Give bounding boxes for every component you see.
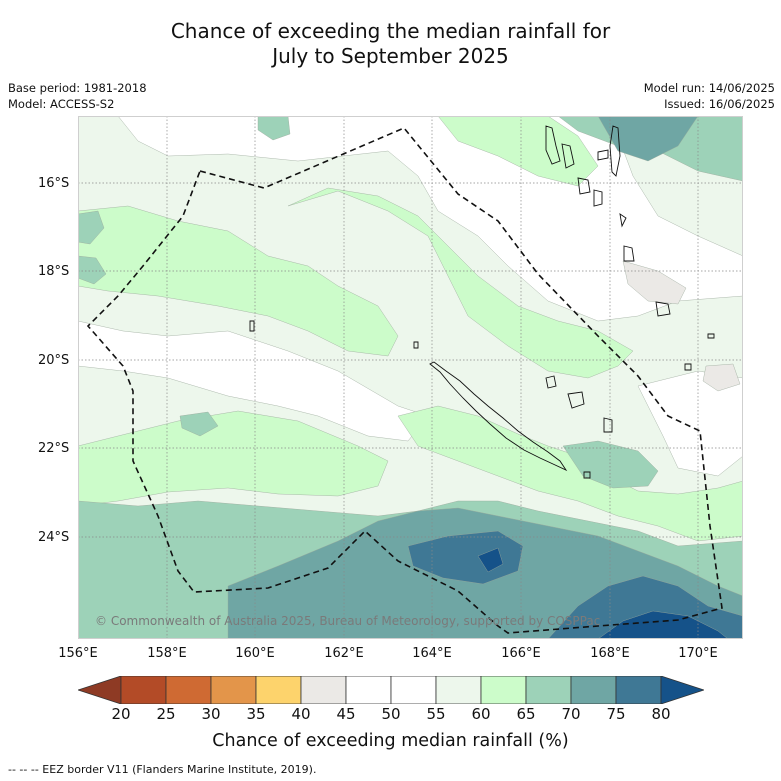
- colorbar-tick-label: 40: [291, 705, 311, 723]
- colorbar-tick-label: 55: [426, 705, 446, 723]
- zone-45-small: [702, 363, 741, 392]
- lat-label: 22°S: [38, 441, 70, 456]
- colorbar-tick-label: 80: [651, 705, 671, 723]
- colorbar-tick-label: 60: [471, 705, 491, 723]
- zone-70-blob-4: [179, 411, 219, 437]
- run-info: Model run: 14/06/2025 Issued: 16/06/2025: [644, 80, 775, 112]
- zone-70-blob-1: [257, 116, 291, 141]
- colorbar-segment: [390, 676, 437, 704]
- lon-label: 164°E: [412, 646, 452, 661]
- colorbar-segment: [480, 676, 527, 704]
- issued-date-text: Issued: 16/06/2025: [664, 97, 775, 111]
- model-info: Base period: 1981-2018 Model: ACCESS-S2: [8, 80, 147, 112]
- map-title-line1: Chance of exceeding the median rainfall …: [170, 19, 611, 43]
- lat-label: 24°S: [38, 530, 70, 545]
- colorbar-tick-label: 45: [336, 705, 356, 723]
- colorbar-tick-label: 65: [516, 705, 536, 723]
- loyalty-islands: [545, 375, 613, 433]
- model-name-text: Model: ACCESS-S2: [8, 97, 115, 111]
- zone-70-blob-2: [78, 210, 105, 245]
- copyright-text: © Commonwealth of Australia 2025, Bureau…: [95, 614, 601, 628]
- colorbar-segment: [120, 676, 167, 704]
- lon-label: 156°E: [58, 646, 98, 661]
- zone-70-blob-3: [78, 255, 107, 285]
- colorbar-segment: [570, 676, 617, 704]
- map-title-line2: July to September 2025: [272, 44, 509, 68]
- base-period-text: Base period: 1981-2018: [8, 81, 147, 95]
- lat-label: 20°S: [38, 353, 70, 368]
- colorbar-segment: [165, 676, 212, 704]
- zone-65-top-right: [437, 116, 599, 187]
- lon-label: 162°E: [324, 646, 364, 661]
- colorbar-tick-label: 70: [561, 705, 581, 723]
- zone-55-central: [78, 320, 429, 442]
- colorbar-segment: [210, 676, 257, 704]
- colorbar: [78, 676, 704, 704]
- zone-80-low: [407, 530, 524, 585]
- model-run-text: Model run: 14/06/2025: [643, 81, 775, 95]
- zone-45-patch: [622, 260, 687, 305]
- zone-85-small: [477, 547, 504, 573]
- colorbar-title: Chance of exceeding median rainfall (%): [212, 731, 569, 751]
- colorbar-segments: [78, 676, 704, 704]
- lat-label: 16°S: [38, 176, 70, 191]
- colorbar-segment: [255, 676, 302, 704]
- lat-label: 18°S: [38, 264, 70, 279]
- colorbar-segment: [615, 676, 662, 704]
- eez-border: [86, 127, 723, 634]
- eez-footnote: -- -- -- EEZ border V11 (Flanders Marine…: [8, 763, 317, 776]
- colorbar-tick-label: 25: [156, 705, 176, 723]
- colorbar-segment: [435, 676, 482, 704]
- zone-85-core: [597, 610, 729, 639]
- colorbar-segment: [300, 676, 347, 704]
- lon-label: 166°E: [501, 646, 541, 661]
- zone-65-upper: [287, 187, 634, 379]
- new-caledonia-coastline: [429, 361, 568, 472]
- vanuatu-islands: [545, 125, 671, 317]
- colorbar-segment: [525, 676, 572, 704]
- lon-label: 168°E: [590, 646, 630, 661]
- colorbar-tick-label: 20: [111, 705, 131, 723]
- colorbar-extend-high: [660, 676, 704, 704]
- small-islands: [249, 320, 715, 479]
- zone-65-left: [78, 205, 399, 357]
- colorbar-tick-label: 30: [201, 705, 221, 723]
- colorbar-tick-label: 35: [246, 705, 266, 723]
- lon-label: 158°E: [147, 646, 187, 661]
- graticule: [78, 116, 743, 639]
- zone-75-top-right: [597, 116, 699, 162]
- rainfall-map: [78, 116, 743, 639]
- colorbar-tick-label: 75: [606, 705, 626, 723]
- lon-label: 170°E: [678, 646, 718, 661]
- colorbar-tick-label: 50: [381, 705, 401, 723]
- colorbar-segment: [345, 676, 392, 704]
- colorbar-extend-low: [78, 676, 122, 704]
- lon-label: 160°E: [235, 646, 275, 661]
